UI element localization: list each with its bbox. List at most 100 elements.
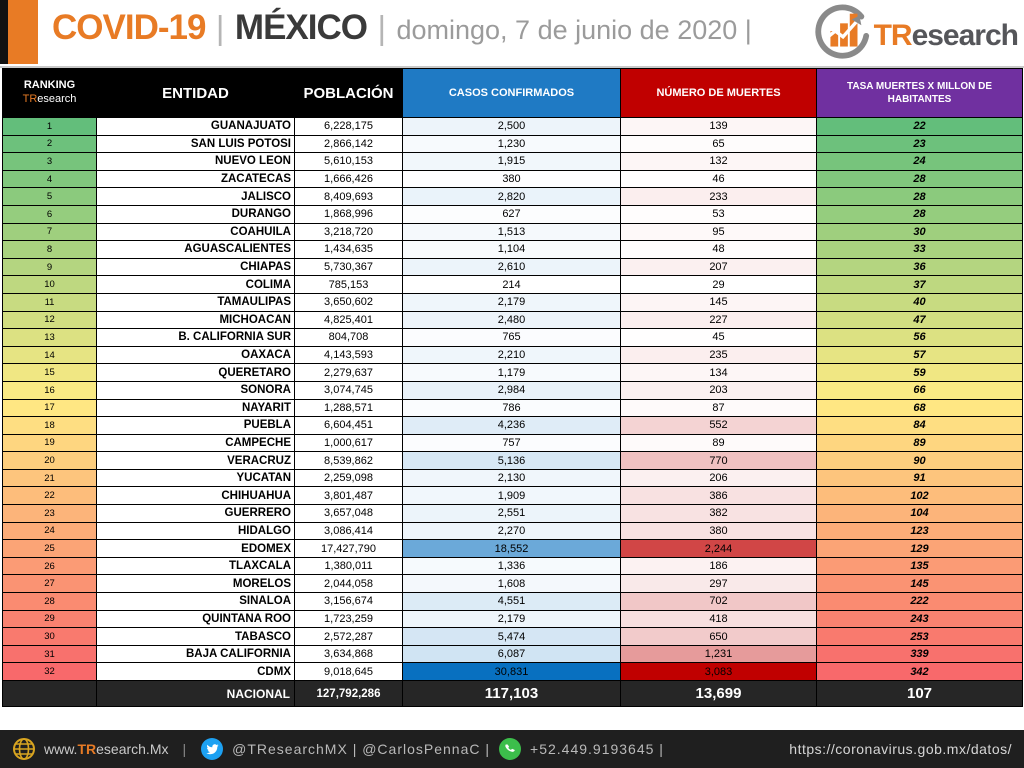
casos-cell: 214 xyxy=(402,275,621,294)
rank-cell: 12 xyxy=(2,310,97,330)
table-row: 31 BAJA CALIFORNIA 3,634,868 6,087 1,231 339 xyxy=(2,644,1023,664)
muertes-cell: 186 xyxy=(620,556,817,576)
rank-cell: 22 xyxy=(2,486,97,506)
rank-cell: 3 xyxy=(2,152,97,171)
entidad-cell: COAHUILA xyxy=(96,222,295,242)
entidad-cell: MORELOS xyxy=(96,574,295,594)
rank-cell: 18 xyxy=(2,416,97,435)
table-row: 29 QUINTANA ROO 1,723,259 2,179 418 243 xyxy=(2,609,1023,629)
table-row: 18 PUEBLA 6,604,451 4,236 552 84 xyxy=(2,416,1023,435)
muertes-cell: 702 xyxy=(620,592,817,611)
source-url[interactable]: https://coronavirus.gob.mx/datos/ xyxy=(789,741,1012,757)
entidad-cell: JALISCO xyxy=(96,187,295,206)
tasa-cell: 135 xyxy=(816,556,1023,576)
muertes-cell: 227 xyxy=(620,310,817,330)
total-row: NACIONAL 127,792,286 117,103 13,699 107 xyxy=(2,680,1023,707)
rank-cell: 20 xyxy=(2,451,97,470)
tasa-cell: 339 xyxy=(816,644,1023,664)
casos-cell: 1,513 xyxy=(402,222,621,242)
tasa-cell: 22 xyxy=(816,117,1023,136)
col-header-tasa-muertes: TASA MUERTES X MILLON DE HABITANTES xyxy=(816,68,1023,118)
phone-number: +52.449.9193645 | xyxy=(530,741,664,757)
twitter-icon xyxy=(200,737,224,761)
rank-cell: 14 xyxy=(2,345,97,365)
rank-cell: 27 xyxy=(2,574,97,594)
entidad-cell: ZACATECAS xyxy=(96,169,295,189)
muertes-cell: 207 xyxy=(620,257,817,277)
casos-cell: 2,270 xyxy=(402,521,621,541)
poblacion-cell: 2,279,637 xyxy=(294,363,403,382)
entidad-cell: GUANAJUATO xyxy=(96,117,295,136)
col-header-numero-de-muertes: NÚMERO DE MUERTES xyxy=(620,68,817,118)
muertes-cell: 89 xyxy=(620,433,817,453)
tasa-cell: 28 xyxy=(816,204,1023,224)
casos-cell: 2,820 xyxy=(402,187,621,206)
muertes-cell: 297 xyxy=(620,574,817,594)
casos-cell: 2,130 xyxy=(402,468,621,488)
whatsapp-icon xyxy=(498,737,522,761)
muertes-cell: 2,244 xyxy=(620,539,817,558)
tresearch-logo: TResearch xyxy=(814,4,1019,67)
casos-cell: 2,179 xyxy=(402,292,621,312)
poblacion-cell: 3,650,602 xyxy=(294,292,403,312)
poblacion-cell: 3,074,745 xyxy=(294,380,403,400)
rank-cell: 5 xyxy=(2,187,97,206)
entidad-cell: CDMX xyxy=(96,662,295,681)
table-row: 9 CHIAPAS 5,730,367 2,610 207 36 xyxy=(2,257,1023,277)
casos-cell: 2,984 xyxy=(402,380,621,400)
entidad-cell: CHIAPAS xyxy=(96,257,295,277)
tasa-cell: 102 xyxy=(816,486,1023,506)
poblacion-cell: 6,604,451 xyxy=(294,416,403,435)
poblacion-cell: 8,539,862 xyxy=(294,451,403,470)
table-row: 21 YUCATAN 2,259,098 2,130 206 91 xyxy=(2,468,1023,488)
muertes-cell: 53 xyxy=(620,204,817,224)
muertes-cell: 48 xyxy=(620,240,817,259)
poblacion-cell: 4,143,593 xyxy=(294,345,403,365)
ranking-header-line2: TResearch xyxy=(22,93,77,105)
twitter-handles[interactable]: @TResearchMX | @CarlosPennaC | xyxy=(232,741,491,757)
casos-cell: 4,551 xyxy=(402,592,621,611)
table-row: 11 TAMAULIPAS 3,650,602 2,179 145 40 xyxy=(2,292,1023,312)
tasa-cell: 91 xyxy=(816,468,1023,488)
covid-table-container: RANKING TResearch ENTIDAD POBLACIÓN CASO… xyxy=(0,68,1024,707)
muertes-cell: 380 xyxy=(620,521,817,541)
rank-cell: 10 xyxy=(2,275,97,294)
table-row: 5 JALISCO 8,409,693 2,820 233 28 xyxy=(2,187,1023,206)
table-row: 10 COLIMA 785,153 214 29 37 xyxy=(2,275,1023,294)
table-row: 24 HIDALGO 3,086,414 2,270 380 123 xyxy=(2,521,1023,541)
entidad-cell: CHIHUAHUA xyxy=(96,486,295,506)
casos-cell: 1,608 xyxy=(402,574,621,594)
muertes-cell: 382 xyxy=(620,504,817,523)
header-band: COVID-19 | MÉXICO | domingo, 7 de junio … xyxy=(0,0,1024,68)
muertes-cell: 235 xyxy=(620,345,817,365)
table-row: 8 AGUASCALIENTES 1,434,635 1,104 48 33 xyxy=(2,240,1023,259)
table-row: 28 SINALOA 3,156,674 4,551 702 222 xyxy=(2,592,1023,611)
tasa-cell: 56 xyxy=(816,328,1023,347)
poblacion-cell: 2,572,287 xyxy=(294,627,403,646)
col-header-poblacion: POBLACIÓN xyxy=(294,68,403,118)
entidad-cell: AGUASCALIENTES xyxy=(96,240,295,259)
entidad-cell: HIDALGO xyxy=(96,521,295,541)
footer-separator: | xyxy=(182,741,187,757)
table-row: 3 NUEVO LEON 5,610,153 1,915 132 24 xyxy=(2,152,1023,171)
rank-cell: 28 xyxy=(2,592,97,611)
entidad-cell: TAMAULIPAS xyxy=(96,292,295,312)
entidad-cell: PUEBLA xyxy=(96,416,295,435)
table-row: 14 OAXACA 4,143,593 2,210 235 57 xyxy=(2,345,1023,365)
table-row: 17 NAYARIT 1,288,571 786 87 68 xyxy=(2,398,1023,418)
casos-cell: 2,610 xyxy=(402,257,621,277)
entidad-cell: TLAXCALA xyxy=(96,556,295,576)
casos-cell: 2,551 xyxy=(402,504,621,523)
muertes-cell: 132 xyxy=(620,152,817,171)
website-link[interactable]: www.TResearch.Mx xyxy=(44,741,169,757)
entidad-cell: MICHOACAN xyxy=(96,310,295,330)
muertes-cell: 650 xyxy=(620,627,817,646)
rank-cell: 6 xyxy=(2,204,97,224)
tasa-cell: 23 xyxy=(816,134,1023,154)
table-row: 16 SONORA 3,074,745 2,984 203 66 xyxy=(2,380,1023,400)
tasa-cell: 24 xyxy=(816,152,1023,171)
tasa-cell: 129 xyxy=(816,539,1023,558)
casos-cell: 1,179 xyxy=(402,363,621,382)
casos-cell: 30,831 xyxy=(402,662,621,681)
